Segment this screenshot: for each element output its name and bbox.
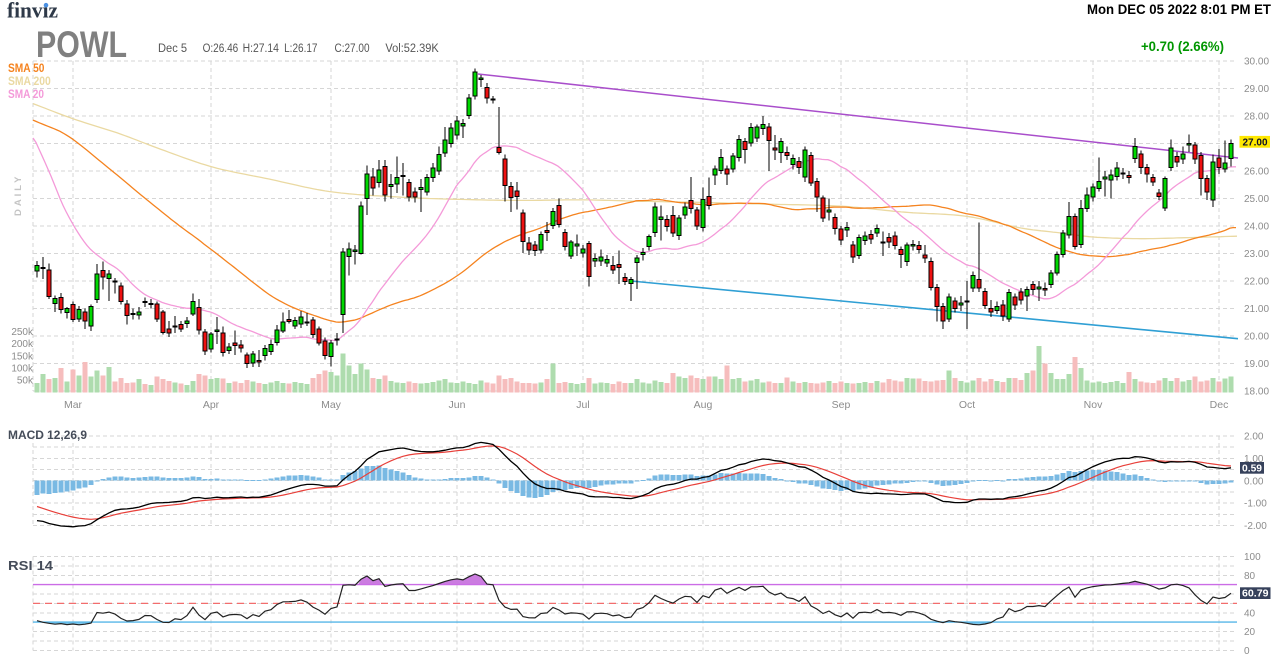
svg-text:28.00: 28.00 (1244, 112, 1269, 123)
svg-text:MACD 12,26,9: MACD 12,26,9 (8, 428, 87, 442)
svg-text:0.59: 0.59 (1242, 463, 1262, 474)
svg-text:30.00: 30.00 (1244, 57, 1269, 68)
svg-text:Nov: Nov (1084, 399, 1103, 411)
svg-text:L:26.17: L:26.17 (284, 43, 317, 55)
svg-text:1.00: 1.00 (1244, 454, 1264, 465)
svg-text:2.00: 2.00 (1244, 432, 1264, 443)
svg-text:RSI 14: RSI 14 (8, 559, 53, 573)
svg-text:SMA 200: SMA 200 (8, 74, 51, 88)
svg-text:250k: 250k (11, 327, 34, 338)
svg-text:POWL: POWL (36, 23, 127, 65)
svg-text:Vol:52.39K: Vol:52.39K (385, 43, 439, 55)
svg-text:O:26.46: O:26.46 (203, 43, 239, 55)
svg-text:finvız: finvız (7, 0, 58, 23)
svg-text:Jul: Jul (576, 399, 589, 411)
svg-text:Apr: Apr (203, 399, 220, 411)
svg-text:Jun: Jun (449, 399, 466, 411)
svg-text:26.00: 26.00 (1244, 167, 1269, 178)
svg-text:27.00: 27.00 (1243, 137, 1268, 148)
svg-text:Aug: Aug (694, 399, 713, 411)
svg-text:Dec: Dec (1210, 399, 1229, 411)
svg-text:22.00: 22.00 (1244, 277, 1269, 288)
svg-text:100: 100 (1244, 552, 1261, 563)
svg-text:18.00: 18.00 (1244, 387, 1269, 398)
svg-text:SMA 20: SMA 20 (8, 87, 44, 101)
svg-text:50k: 50k (17, 376, 34, 387)
svg-text:200k: 200k (11, 339, 34, 350)
svg-text:-1.00: -1.00 (1244, 499, 1267, 510)
svg-text:23.00: 23.00 (1244, 249, 1269, 260)
svg-text:SMA 50: SMA 50 (8, 61, 45, 75)
svg-text:25.00: 25.00 (1244, 194, 1269, 205)
svg-text:21.00: 21.00 (1244, 304, 1269, 315)
svg-text:100k: 100k (11, 364, 34, 375)
svg-text:Dec 5: Dec 5 (158, 43, 187, 55)
svg-text:24.00: 24.00 (1244, 222, 1269, 233)
svg-text:20.00: 20.00 (1244, 332, 1269, 343)
svg-text:Sep: Sep (832, 399, 851, 411)
svg-text:150k: 150k (11, 351, 34, 362)
svg-text:-2.00: -2.00 (1244, 521, 1267, 532)
svg-text:29.00: 29.00 (1244, 84, 1269, 95)
svg-text:19.00: 19.00 (1244, 359, 1269, 370)
svg-text:Oct: Oct (959, 399, 975, 411)
svg-text:80: 80 (1244, 571, 1256, 582)
svg-text:Mon DEC 05 2022 8:01 PM ET: Mon DEC 05 2022 8:01 PM ET (1087, 1, 1271, 17)
svg-text:H:27.14: H:27.14 (243, 43, 280, 55)
svg-text:C:27.00: C:27.00 (335, 43, 370, 55)
svg-text:May: May (321, 399, 342, 411)
svg-text:DAILY: DAILY (13, 174, 24, 216)
svg-text:0: 0 (1244, 646, 1250, 657)
svg-text:20: 20 (1244, 627, 1256, 638)
svg-text:0.00: 0.00 (1244, 476, 1264, 487)
svg-text:40: 40 (1244, 608, 1256, 619)
svg-text:+0.70 (2.66%): +0.70 (2.66%) (1141, 39, 1224, 54)
svg-text:Mar: Mar (64, 399, 83, 411)
svg-text:60.79: 60.79 (1242, 589, 1269, 600)
